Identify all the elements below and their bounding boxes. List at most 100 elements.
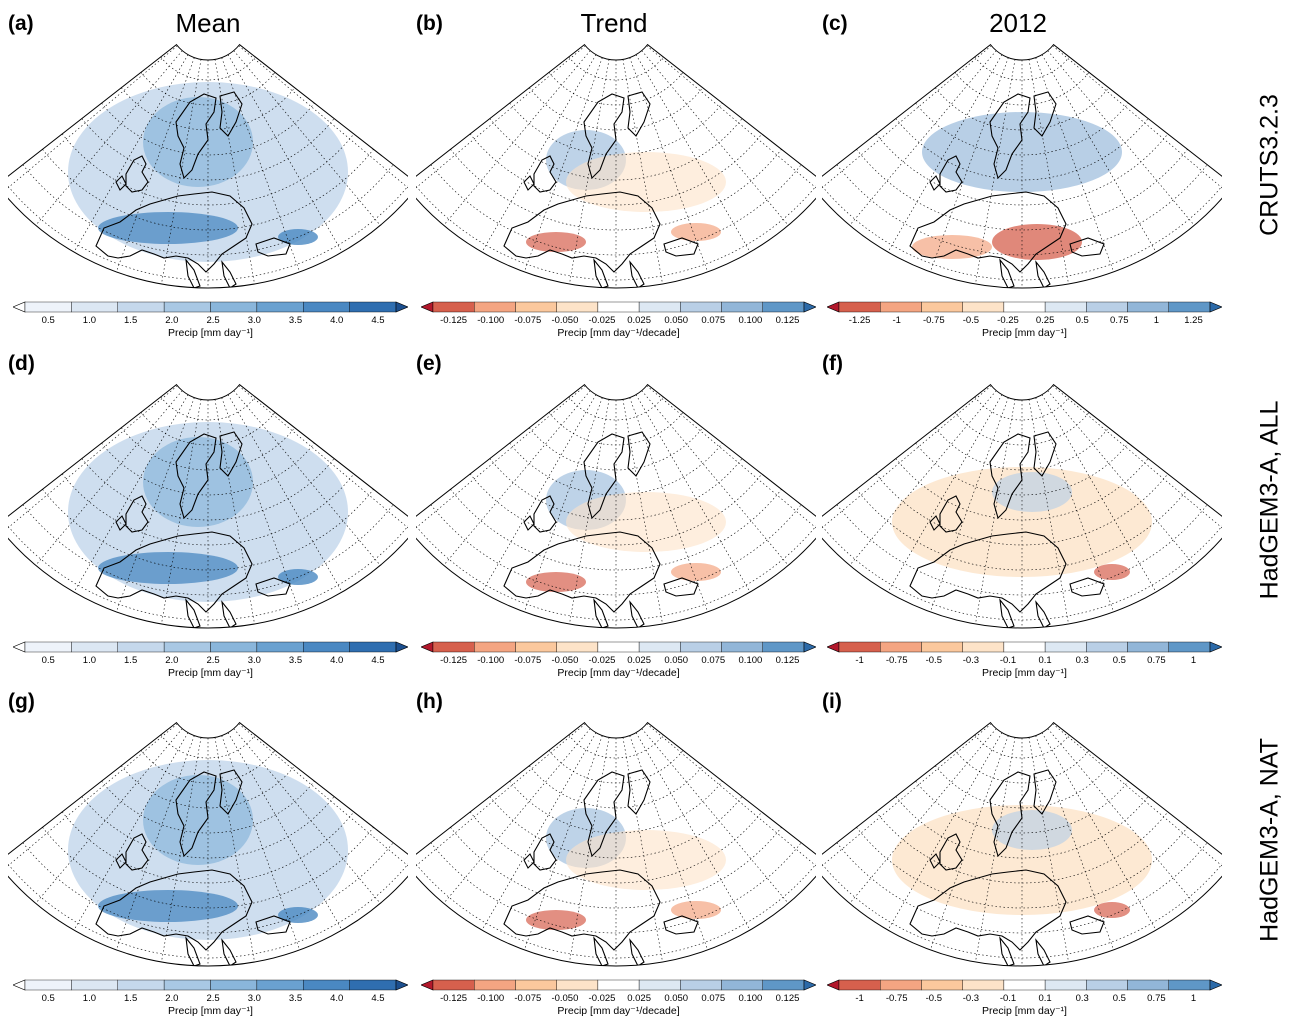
colorbar-tick-label: 4.5 [371, 655, 385, 666]
coastline [583, 433, 625, 520]
colorbar-swatch [880, 301, 922, 313]
colorbar-swatch [962, 641, 1005, 653]
parallel [954, 412, 1090, 446]
colorbar-ticks: 0.5 1.0 1.5 2.0 2.5 3.0 3.5 4.0 4.5 [13, 993, 408, 1005]
parallel [529, 765, 703, 809]
parallel [529, 87, 703, 131]
colorbar-swatch [515, 301, 557, 313]
parallel [836, 842, 1208, 934]
colorbar-swatch [474, 979, 516, 991]
coastline [255, 237, 291, 257]
colorbar-ticks: 0.5 1.0 1.5 2.0 2.5 3.0 3.5 4.0 4.5 [13, 315, 408, 327]
colorbar-swatch [838, 979, 881, 991]
coastline [115, 853, 127, 869]
coastline [929, 175, 941, 191]
coastline [255, 915, 291, 935]
colorbar-extend-right [1209, 979, 1223, 991]
coastline [629, 938, 645, 966]
colorbar-caption: Precip [mm day⁻¹] [982, 667, 1067, 679]
coastline [593, 936, 609, 966]
parallel [954, 750, 1090, 784]
colorbar-swatch [1003, 301, 1046, 313]
colorbar-swatch [303, 641, 350, 653]
colorbar-extend-right [1209, 641, 1223, 653]
coastline [1069, 237, 1105, 257]
map-canvas [822, 383, 1222, 629]
coastline [583, 771, 625, 858]
parallel [450, 489, 782, 571]
coastline [125, 155, 149, 193]
coastline [583, 93, 625, 180]
colorbar-tick-label: 1.5 [124, 315, 138, 326]
field-region [526, 910, 586, 930]
coastline [523, 853, 535, 869]
colorbar-tick-label: 1 [1153, 315, 1160, 326]
field-region [671, 901, 721, 919]
colorbar-swatch [638, 979, 681, 991]
coastline [593, 258, 609, 288]
colorbar: -0.125 -0.100 -0.075 -0.050 -0.025 0.025 0.050… [420, 301, 817, 351]
colorbar-swatch [597, 301, 640, 313]
coastline [503, 531, 661, 613]
colorbar-extend-right [395, 301, 409, 313]
coastline [221, 938, 237, 966]
colorbar: 0.5 1.0 1.5 2.0 2.5 3.0 3.5 4.0 4.5 Precip [mm da… [12, 979, 409, 1029]
coastline [533, 833, 557, 871]
colorbar-swatch [680, 301, 722, 313]
colorbar-swatch [880, 641, 922, 653]
parallel [430, 164, 802, 256]
coastline [219, 431, 243, 477]
colorbar: 0.5 1.0 1.5 2.0 2.5 3.0 3.5 4.0 4.5 Precip [mm da… [12, 641, 409, 691]
coastline [1035, 938, 1051, 966]
colorbar-tick-label: 3.0 [247, 993, 261, 1004]
map-canvas [822, 721, 1222, 967]
field-region [912, 235, 992, 259]
colorbar-extend-left [826, 641, 840, 653]
parallel [61, 473, 355, 546]
colorbar-tick-label: 3.0 [247, 315, 261, 326]
panel-label: (h) [416, 690, 443, 713]
colorbar-tick-label: 0.5 [1075, 315, 1089, 326]
colorbar-tick-label: 0.75 [1147, 655, 1166, 666]
colorbar-swatch [303, 979, 350, 991]
map-canvas [822, 43, 1222, 289]
parallel [548, 750, 684, 784]
coastline [1033, 769, 1057, 815]
coastline [909, 869, 1067, 951]
coastline [185, 598, 201, 628]
colorbar-extend-left [12, 979, 26, 991]
field-region [671, 223, 721, 241]
panel-label: (i) [822, 690, 842, 713]
map-panel: (e) -0.125 -0.100 -0.075 -0.050 -0.025 0.025 0.… [416, 352, 817, 697]
map-panel: (a) 0.5 1.0 1.5 2.0 2.5 3.0 3.5 4.0 4.5 Precip [mm… [8, 12, 409, 357]
colorbar-tick-label: -1 [855, 993, 864, 1004]
coastline [627, 769, 651, 815]
parallel [489, 458, 743, 521]
colorbar-extend-right [395, 979, 409, 991]
coastline [95, 869, 253, 951]
colorbar-caption: Precip [mm day⁻¹] [982, 327, 1067, 339]
colorbar-tick-label: 0.050 [664, 993, 689, 1004]
coastline [909, 531, 1067, 613]
colorbar-tick-label: 4.5 [371, 315, 385, 326]
parallel [935, 765, 1109, 809]
coastline [221, 260, 237, 288]
parallel [469, 133, 763, 206]
colorbar-swatch [721, 979, 763, 991]
colorbar-tick-label: -0.5 [962, 315, 980, 326]
coastline [627, 91, 651, 137]
colorbar-swatch [1003, 641, 1046, 653]
colorbar-tick-label: -1 [892, 315, 901, 326]
colorbar: -1 -0.75 -0.5 -0.3 -0.1 0.1 0.3 0.5 0.75 1 Precip … [826, 641, 1223, 691]
colorbar-tick-label: 0.025 [627, 655, 651, 666]
colorbar-tick-label: 2.0 [165, 315, 179, 326]
colorbar-swatch [24, 301, 72, 313]
coastline [999, 598, 1015, 628]
colorbar-swatch [680, 641, 722, 653]
colorbar-tick-label: 0.5 [1112, 993, 1126, 1004]
colorbar-swatch [880, 979, 922, 991]
colorbar-swatch [962, 979, 1005, 991]
colorbar-swatch [1044, 641, 1087, 653]
parallel [42, 489, 374, 571]
colorbar-tick-label: -0.100 [477, 315, 505, 326]
